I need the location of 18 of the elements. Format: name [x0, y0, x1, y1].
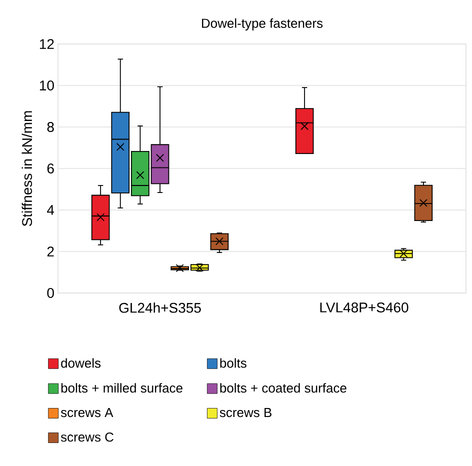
y-tick-label: 12 — [40, 39, 54, 49]
legend-label: bolts + milled surface — [61, 383, 182, 393]
legend-label: screws A — [60, 408, 114, 418]
y-tick-label: 2 — [47, 246, 54, 256]
y-tick-label: 6 — [47, 164, 54, 174]
legend-label: bolts — [220, 358, 246, 368]
x-tick-label: LVL48P+S460 — [320, 302, 408, 312]
legend-label: bolts + coated surface — [220, 383, 346, 393]
legend-label: screws C — [60, 432, 114, 442]
y-tick-label: 10 — [40, 80, 54, 90]
legend-label: dowels — [61, 358, 101, 368]
y-axis-title: Stiffness in kN/mm — [22, 111, 32, 226]
legend-label: screws B — [220, 408, 272, 418]
chart-title: Dowel-type fasteners — [202, 18, 323, 30]
x-tick-label: GL24h+S355 — [119, 302, 201, 313]
y-tick-label: 8 — [47, 122, 54, 132]
y-tick-label: 0 — [47, 288, 54, 298]
y-tick-label: 4 — [47, 205, 54, 215]
